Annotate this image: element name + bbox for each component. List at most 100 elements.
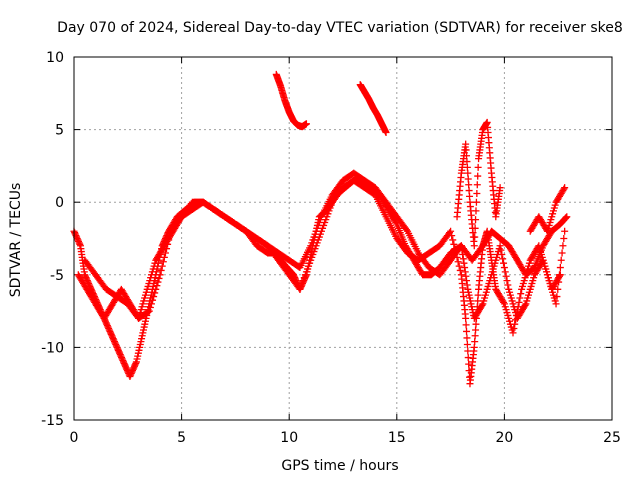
x-tick-label: 0 [70,430,79,446]
data-point [500,259,508,267]
data-point [554,285,562,293]
data-point [500,298,508,306]
data-point [463,340,471,348]
data-point [501,268,509,276]
data-point [561,184,569,192]
data-point [151,289,159,297]
data-point [502,272,510,280]
data-point [447,227,455,235]
y-tick-label: -10 [41,340,64,356]
data-point [478,301,486,309]
data-point [496,184,504,192]
data-point [456,266,464,274]
data-point [154,278,162,286]
data-point [521,301,529,309]
data-point [514,303,522,311]
data-point [155,274,163,282]
data-point [464,347,472,355]
data-point [454,258,462,266]
data-point [513,307,521,315]
data-point [160,253,168,261]
data-point [472,207,480,215]
data-point [462,314,470,322]
data-point [553,293,561,301]
data-point [451,245,459,253]
y-axis-label: SDTVAR / TECUs [8,183,24,298]
data-point [552,300,560,308]
data-point [512,311,520,319]
data-point [302,120,310,128]
data-point [498,250,506,258]
series-trace-5 [356,81,390,137]
data-point [159,258,167,266]
data-point [472,216,480,224]
data-point [558,249,566,257]
data-point [158,262,166,270]
series-trace-6 [453,118,504,250]
data-point [166,232,174,240]
data-point [561,227,569,235]
data-point [463,334,471,342]
x-tick-label: 10 [280,430,298,446]
data-point [448,232,456,240]
data-point [462,321,470,329]
data-point [560,235,568,242]
data-point [557,256,565,264]
y-tick-label: 10 [46,50,64,66]
data-point [472,198,480,206]
data-point [147,300,155,308]
y-tick-label: -15 [41,413,64,429]
data-point [473,181,481,189]
data-point [449,236,457,244]
data-point [500,264,508,272]
data-point [164,240,172,248]
data-point [556,264,564,272]
data-point [510,325,518,333]
data-point [161,249,169,257]
data-point [146,303,154,311]
data-point [512,316,520,324]
data-point [157,266,165,274]
data-point [452,249,460,257]
data-point [465,360,473,368]
data-point [555,278,563,286]
data-point [145,307,153,315]
x-tick-label: 5 [177,430,186,446]
data-point [470,242,478,250]
data-point [473,189,481,197]
data-point [517,290,525,298]
data-point [496,242,504,250]
data-point [463,327,471,335]
data-point [165,236,173,244]
data-point [504,281,512,289]
data-point [144,308,152,316]
x-tick-label: 15 [388,430,406,446]
series-trace-7 [526,184,569,235]
data-point [453,253,461,261]
data-point [559,242,567,250]
data-point [450,240,458,248]
data-point [555,271,563,279]
data-point [515,298,523,306]
chart-title: Day 070 of 2024, Sidereal Day-to-day VTE… [57,20,623,36]
data-point [511,320,519,328]
data-point [563,213,571,221]
data-point [471,224,479,232]
data-point [150,293,158,301]
data-point [163,245,171,253]
data-point [497,246,505,254]
data-point [464,354,472,362]
y-tick-label: 0 [55,195,64,211]
x-tick-label: 25 [603,430,621,446]
data-point [509,329,517,337]
series-trace-3 [81,176,569,388]
data-point [156,271,164,279]
data-points [70,70,571,388]
data-point [402,226,410,234]
x-tick-label: 20 [495,430,513,446]
data-point [471,233,479,241]
data-point [560,185,568,193]
y-tick-label: 5 [55,123,64,139]
data-point [382,129,390,137]
